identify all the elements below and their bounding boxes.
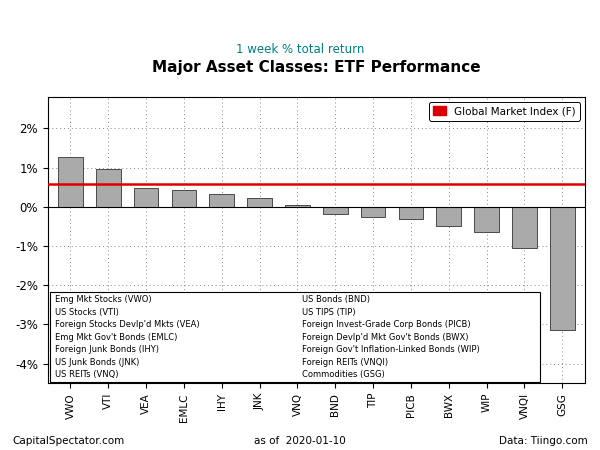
Bar xyxy=(285,205,310,207)
Bar xyxy=(512,207,537,248)
Bar xyxy=(50,292,539,382)
Bar xyxy=(398,207,423,219)
Text: 1 week % total return: 1 week % total return xyxy=(236,43,364,56)
Title: Major Asset Classes: ETF Performance: Major Asset Classes: ETF Performance xyxy=(152,60,481,75)
Bar xyxy=(475,207,499,232)
Bar xyxy=(550,207,575,330)
Bar xyxy=(436,207,461,226)
Legend: Global Market Index (F): Global Market Index (F) xyxy=(429,102,580,121)
Text: Emg Mkt Stocks (VWO)
US Stocks (VTI)
Foreign Stocks Devlp'd Mkts (VEA)
Emg Mkt G: Emg Mkt Stocks (VWO) US Stocks (VTI) For… xyxy=(55,296,200,379)
Bar xyxy=(209,194,234,207)
Bar xyxy=(96,169,121,207)
Bar xyxy=(247,198,272,207)
Bar xyxy=(58,157,83,207)
Bar xyxy=(361,207,385,217)
Bar xyxy=(323,207,347,214)
Text: CapitalSpectator.com: CapitalSpectator.com xyxy=(12,436,124,446)
Bar xyxy=(172,190,196,207)
Text: US Bonds (BND)
US TIPS (TIP)
Foreign Invest-Grade Corp Bonds (PICB)
Foreign Devl: US Bonds (BND) US TIPS (TIP) Foreign Inv… xyxy=(302,296,480,379)
Text: Data: Tiingo.com: Data: Tiingo.com xyxy=(499,436,588,446)
Bar xyxy=(134,189,158,207)
Text: as of  2020-01-10: as of 2020-01-10 xyxy=(254,436,346,446)
